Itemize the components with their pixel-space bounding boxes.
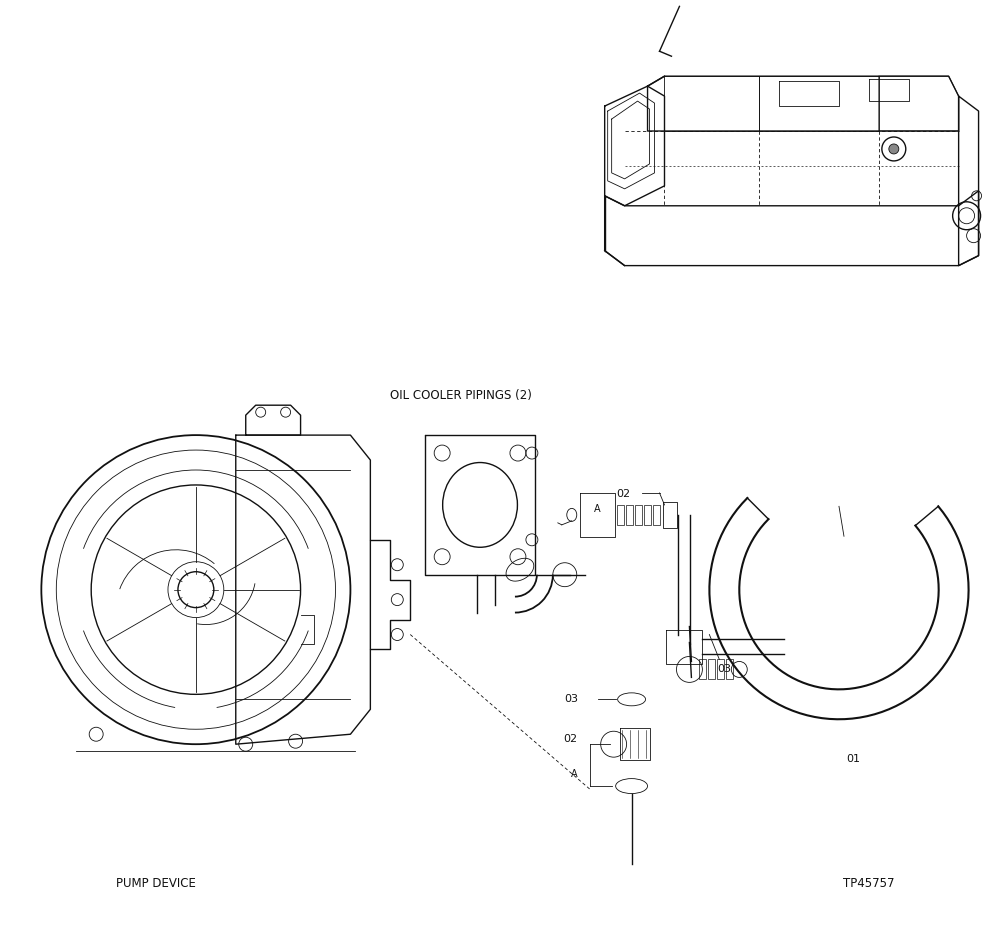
Bar xyxy=(617,505,624,525)
Text: A: A xyxy=(571,769,578,779)
Bar xyxy=(644,505,650,525)
Text: A: A xyxy=(594,504,600,514)
Bar xyxy=(709,660,716,680)
Bar xyxy=(635,505,642,525)
Text: 02: 02 xyxy=(617,489,631,499)
Text: PUMP DEVICE: PUMP DEVICE xyxy=(116,877,196,890)
Bar xyxy=(652,505,659,525)
Bar xyxy=(699,660,707,680)
Bar xyxy=(727,660,734,680)
Bar xyxy=(626,505,633,525)
Text: 01: 01 xyxy=(846,754,860,764)
Text: OIL COOLER PIPINGS (2): OIL COOLER PIPINGS (2) xyxy=(390,389,533,402)
Text: TP45757: TP45757 xyxy=(843,877,895,890)
Text: 03: 03 xyxy=(563,695,578,704)
Circle shape xyxy=(889,144,899,154)
Text: 03: 03 xyxy=(718,665,732,674)
Text: 02: 02 xyxy=(563,734,578,744)
Bar xyxy=(718,660,725,680)
